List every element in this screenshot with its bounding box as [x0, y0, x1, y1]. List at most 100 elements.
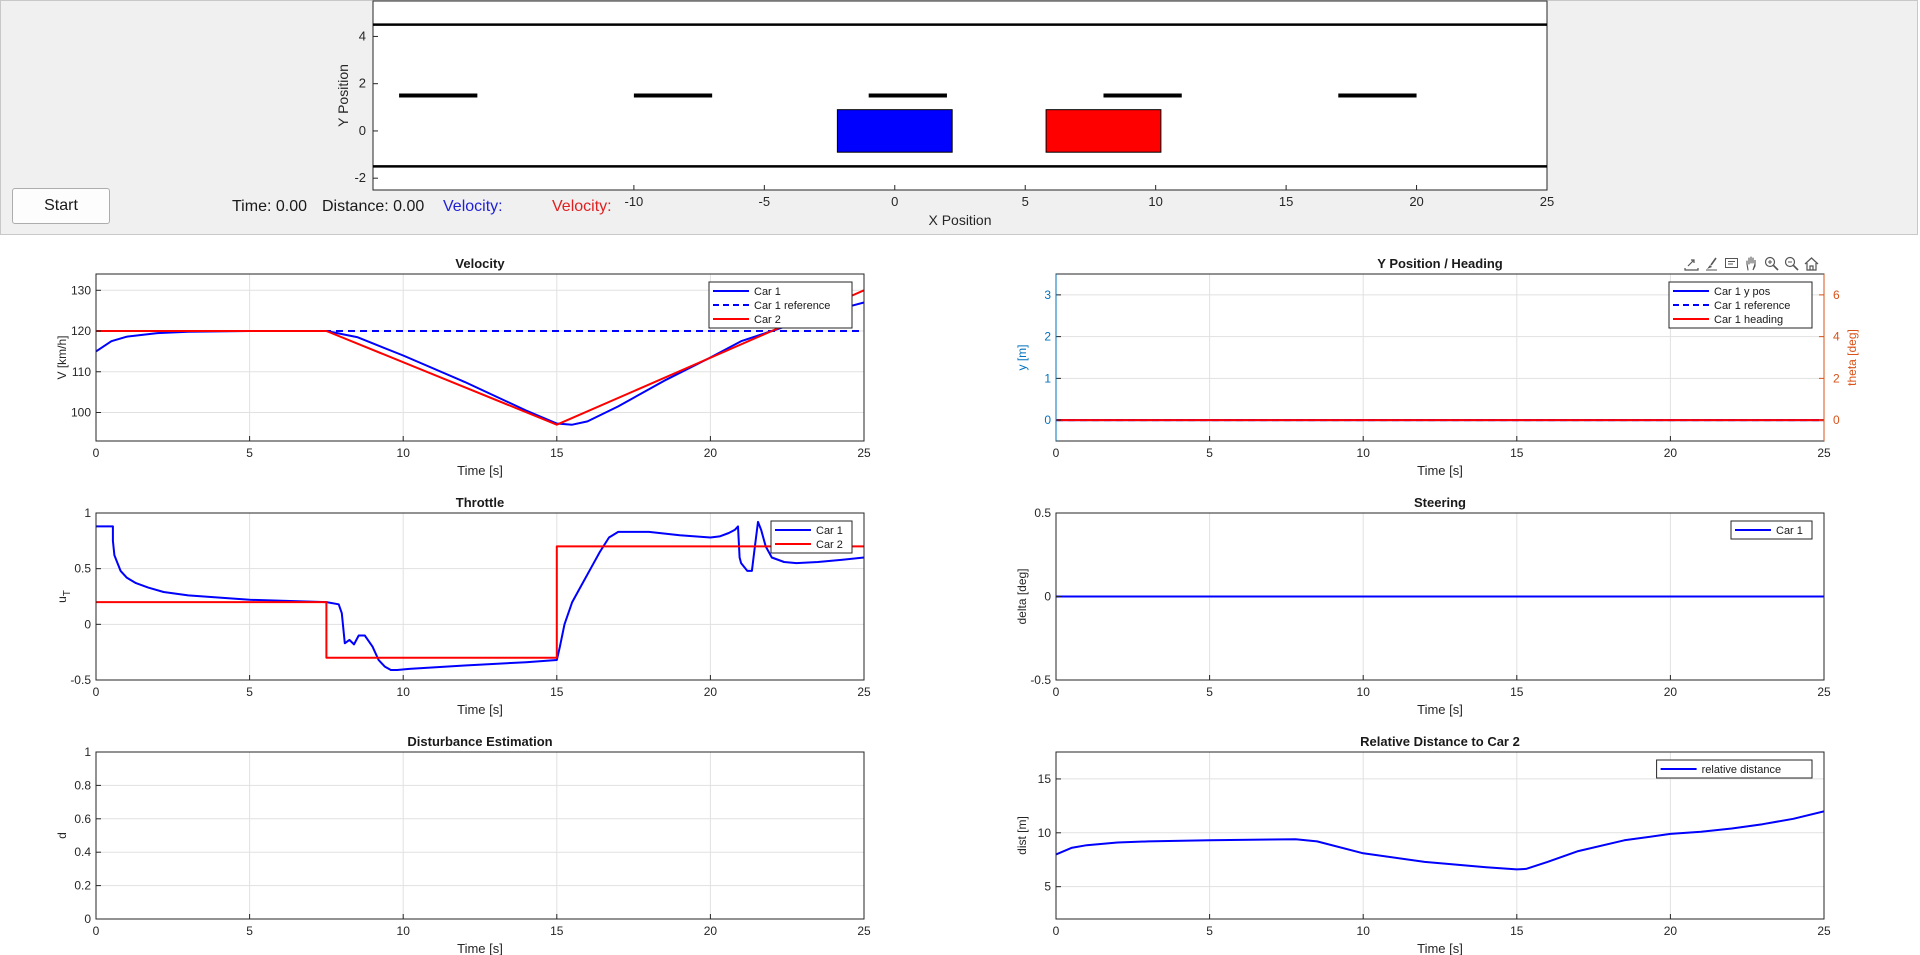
plot-background: [96, 513, 864, 680]
zoom-in-icon[interactable]: [1762, 254, 1781, 273]
plot-frame: [95, 751, 865, 920]
plot-frame: [95, 273, 865, 442]
x-tick-label: 20: [1664, 446, 1678, 460]
x-tick-label: 5: [1206, 924, 1213, 938]
x-tick-label: 10: [1357, 685, 1371, 699]
x-tick-label: 25: [1817, 924, 1831, 938]
x-tick-label: 5: [246, 924, 253, 938]
legend-label: Car 1 reference: [1714, 300, 1790, 312]
y-tick-label: 1: [1044, 371, 1051, 385]
y-axis-label-text: V [km/h]: [55, 335, 69, 379]
plot-frame: [95, 512, 865, 681]
x-tick-label: 20: [1664, 924, 1678, 938]
legend: Car 1 y pos Car 1 reference Car 1 heading: [1668, 281, 1813, 329]
x-tick-label: 0: [93, 685, 100, 699]
car1-rect: [836, 109, 953, 153]
y-tick-label: 0.5: [74, 562, 91, 576]
x-axis-label: Time [s]: [457, 941, 503, 955]
x-tick-label: -10: [624, 194, 643, 209]
y-tick-label: 0: [84, 912, 91, 926]
x-tick-label: 10: [397, 924, 411, 938]
legend-label: Car 1 reference: [754, 300, 830, 312]
y-tick-label: 120: [71, 324, 91, 338]
x-tick-label: 0: [93, 446, 100, 460]
x-tick-label: 5: [1206, 685, 1213, 699]
y-axis-label: V [km/h]: [55, 335, 69, 379]
y-tick-label: -0.5: [1030, 673, 1051, 687]
x-tick-label: 15: [1279, 194, 1293, 209]
x-tick-label: 0: [891, 194, 898, 209]
y-axis-label-text: dist [m]: [1015, 816, 1029, 855]
y-axis-label-text: d: [55, 832, 69, 839]
y-tick-label: -0.5: [70, 673, 91, 687]
x-tick-label: 15: [1510, 685, 1524, 699]
y-axis-label-subscript: T: [62, 590, 73, 596]
x-tick-label: 20: [704, 685, 718, 699]
x-tick-label: 20: [704, 924, 718, 938]
y2-tick-label: 2: [1833, 371, 1840, 385]
x-axis-label: Time [s]: [457, 463, 503, 478]
car1-velocity-readout: Velocity:: [443, 198, 503, 215]
start-button[interactable]: Start: [12, 188, 110, 224]
y-axis-label-text: y [m]: [1015, 345, 1029, 371]
zoom-out-icon[interactable]: [1782, 254, 1801, 273]
y-axis-label: y [m]: [1015, 345, 1029, 371]
y-axis-label: Y Position: [335, 64, 351, 127]
plot-background: [96, 752, 864, 919]
y-tick-label: 0.8: [74, 778, 91, 792]
chart-1: 0 5 10 15 20 25 0 1 2 3 0 2 4 6 theta [deg] Y Position …: [1015, 256, 1859, 478]
y-tick-label: 0: [359, 123, 366, 138]
y-tick-label: 4: [359, 28, 366, 43]
legend-label: Car 2: [754, 314, 781, 326]
chart-title: Velocity: [455, 256, 505, 271]
x-tick-label: 0: [1053, 924, 1060, 938]
legend-box: [1668, 281, 1813, 329]
legend: relative distance: [1656, 759, 1813, 779]
y-tick-label: 1: [84, 506, 91, 520]
export-icon[interactable]: [1682, 254, 1701, 273]
y-tick-label: 3: [1044, 288, 1051, 302]
x-tick-label: 5: [1206, 446, 1213, 460]
legend: Car 1 Car 2: [770, 520, 853, 554]
y-tick-label: 130: [71, 283, 91, 297]
x-tick-label: 15: [1510, 446, 1524, 460]
x-tick-label: 5: [1022, 194, 1029, 209]
x-tick-label: 0: [1053, 446, 1060, 460]
x-tick-label: 25: [857, 924, 871, 938]
x-tick-label: -5: [759, 194, 771, 209]
x-tick-label: 25: [1817, 685, 1831, 699]
datatip-icon[interactable]: [1722, 254, 1741, 273]
home-icon[interactable]: [1802, 254, 1821, 273]
y2-axis-label: theta [deg]: [1845, 329, 1859, 386]
y-axis-label: uT: [55, 590, 73, 603]
y-tick-label: 0: [84, 617, 91, 631]
x-tick-label: 5: [246, 446, 253, 460]
y-tick-label: 110: [72, 365, 91, 379]
legend: Car 1 Car 1 reference Car 2: [708, 281, 853, 329]
chart-title: Steering: [1414, 495, 1466, 510]
y2-tick-label: 4: [1833, 330, 1840, 344]
legend-box: [1730, 520, 1813, 540]
series-line-0: [1056, 810, 1824, 871]
chart-0: 0 5 10 15 20 25 100 110 120 130 Velocity Time [s] V …: [55, 256, 871, 478]
y-axis-label-text: delta [deg]: [1015, 568, 1029, 624]
brush-icon[interactable]: [1702, 254, 1721, 273]
y-tick-label: 0: [1044, 590, 1051, 604]
x-tick-label: 15: [550, 685, 564, 699]
x-axis-label: Time [s]: [1417, 463, 1463, 478]
series-line-1: [96, 545, 864, 659]
chart-title: Relative Distance to Car 2: [1360, 734, 1520, 749]
chart-5: 0 5 10 15 20 25 15 10 5 Relative Distance to Car …: [1015, 734, 1831, 955]
pan-icon[interactable]: [1742, 254, 1761, 273]
y-axis-label: d: [55, 832, 69, 839]
x-tick-label: 0: [1053, 685, 1060, 699]
x-tick-label: 10: [1357, 924, 1371, 938]
legend-label: Car 1: [754, 286, 781, 298]
chart-title: Throttle: [456, 495, 504, 510]
car2-velocity-readout: Velocity:: [552, 198, 612, 215]
x-tick-label: 15: [550, 924, 564, 938]
